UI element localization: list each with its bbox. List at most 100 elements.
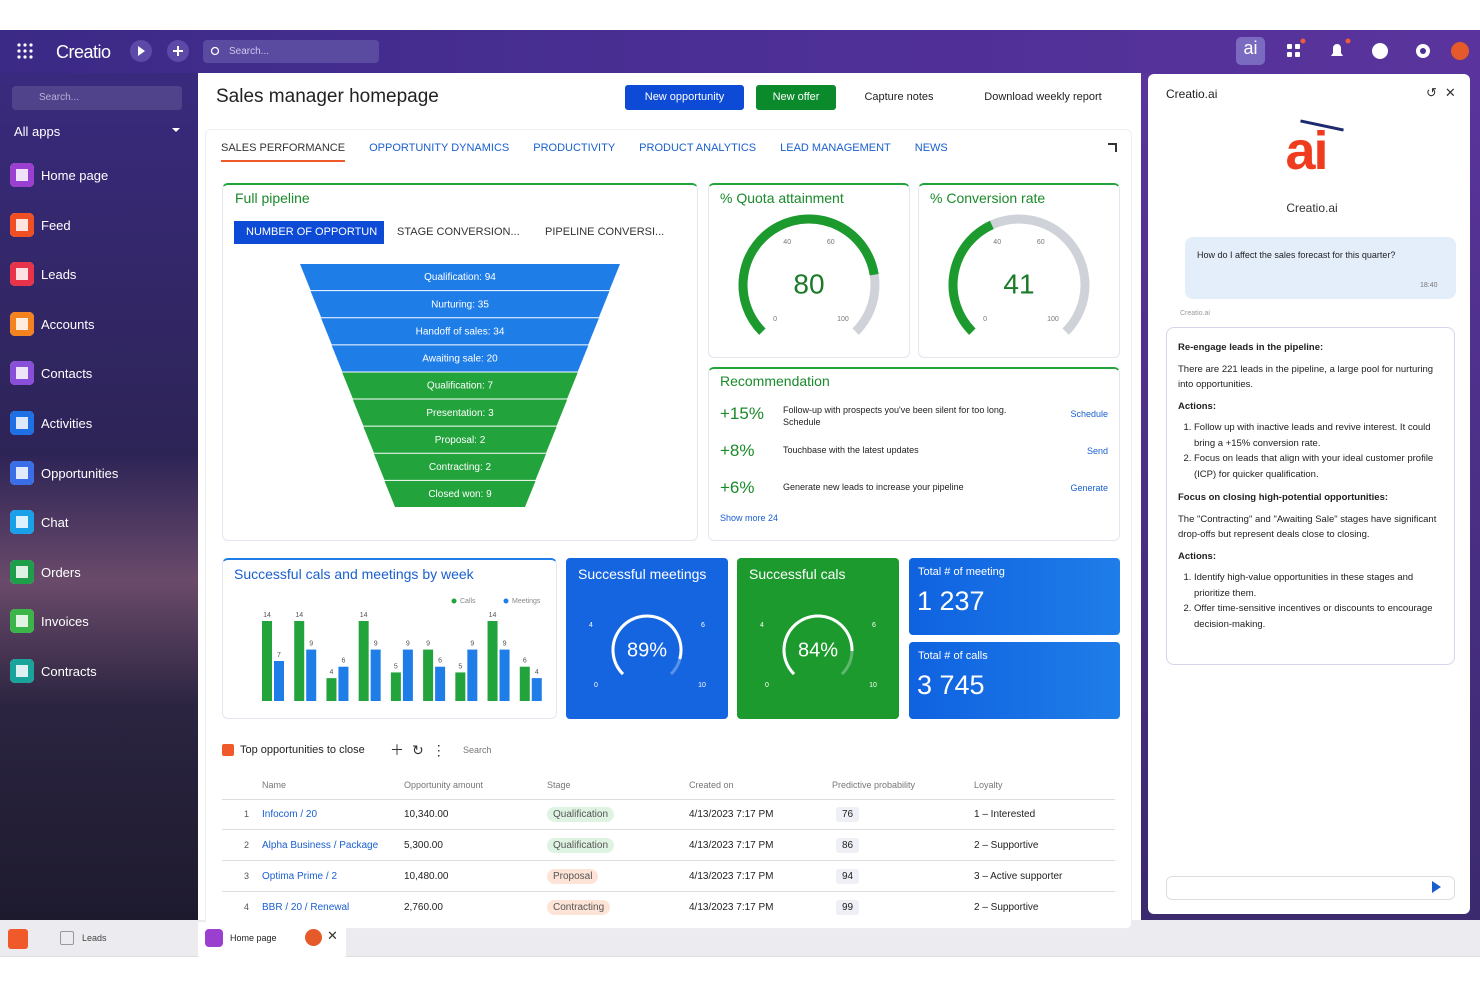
total-title: Total # of meeting <box>918 566 1005 578</box>
app-label[interactable]: Opportunities <box>41 465 119 481</box>
rec-action[interactable]: Send <box>1086 446 1108 456</box>
ai-controls[interactable]: ↺✕ <box>1426 85 1464 100</box>
rec-action[interactable]: Generate <box>1070 483 1108 493</box>
bar-label: 6 <box>341 658 345 665</box>
apps-icon[interactable] <box>1287 44 1300 57</box>
card-title: Full pipeline <box>235 190 310 206</box>
taskbar-icon <box>205 929 223 947</box>
app-icon[interactable] <box>10 559 34 584</box>
loyalty: 1 – Interested <box>974 809 1036 820</box>
app-icon[interactable] <box>10 411 34 435</box>
app-icon[interactable] <box>10 609 34 634</box>
pipeline-tab[interactable]: STAGE CONVERSION... <box>397 226 520 238</box>
app-label[interactable]: Contracts <box>41 664 97 679</box>
app-label[interactable]: Accounts <box>41 316 95 332</box>
app-icon[interactable] <box>10 361 34 386</box>
taskbar-close[interactable]: ✕ <box>327 928 338 943</box>
app-label[interactable]: Home page <box>41 168 109 183</box>
app-label[interactable]: Invoices <box>41 614 89 630</box>
rec-text: Generate new leads to increase your pipe… <box>783 482 964 492</box>
app-label[interactable]: Activities <box>41 416 93 431</box>
question-bubble <box>1185 237 1456 299</box>
app-label[interactable]: Chat <box>41 515 69 531</box>
card-title: Recommendation <box>720 373 830 389</box>
tab[interactable]: NEWS <box>914 142 948 154</box>
apps-grid[interactable] <box>17 43 33 59</box>
header-button[interactable]: Capture notes <box>864 91 934 103</box>
gauge-tick: 4 <box>760 622 764 629</box>
table-tools[interactable]: ＋↻⋮ <box>390 742 454 758</box>
tab[interactable]: LEAD MANAGEMENT <box>780 142 891 154</box>
avatar[interactable] <box>1451 42 1469 60</box>
amount: 10,480.00 <box>404 871 449 882</box>
opportunity-link[interactable]: BBR / 20 / Renewal <box>262 902 350 913</box>
gauge-tick: 100 <box>1047 316 1059 323</box>
table-search[interactable]: Search <box>463 745 492 755</box>
column-header: Created on <box>689 780 734 790</box>
tab[interactable]: PRODUCTIVITY <box>533 142 616 154</box>
show-more[interactable]: Show more 24 <box>720 513 779 523</box>
app-icon[interactable] <box>10 510 34 535</box>
legend-label: Calls <box>460 598 476 605</box>
rec-text: Follow-up with prospects you've been sil… <box>783 405 1007 427</box>
metric-tile <box>737 558 899 719</box>
rec-change: +8% <box>720 441 755 460</box>
metric-tile <box>566 558 728 719</box>
send-button[interactable] <box>1432 881 1447 893</box>
sidebar-search[interactable] <box>12 86 182 110</box>
bar-chart: Calls Meetings 14 14 4 14 5 9 5 14 6 7 9 6 9 9 6 9 9 4 <box>262 598 542 701</box>
bar-label: 6 <box>438 658 442 665</box>
tabs: SALES PERFORMANCE OPPORTUNITY DYNAMICS PRO… <box>221 142 948 162</box>
help-icon[interactable] <box>1372 43 1388 59</box>
search-box[interactable] <box>203 40 379 63</box>
tab[interactable]: SALES PERFORMANCE <box>221 142 346 162</box>
funnel-stage <box>363 426 557 453</box>
app-icon[interactable] <box>10 311 34 336</box>
chat-input[interactable] <box>1166 876 1455 900</box>
app-label[interactable]: Leads <box>41 267 77 283</box>
pipeline-tab[interactable]: NUMBER OF OPPORTUN <box>234 221 384 244</box>
taskbar-label[interactable]: Home page <box>230 933 277 943</box>
gauge-tick: 6 <box>872 622 876 629</box>
app-icon[interactable] <box>10 460 34 485</box>
stage-pill: Qualification <box>547 807 615 822</box>
taskbar-logo[interactable] <box>8 929 28 949</box>
answer-list: Follow up with inactive leads and revive… <box>1178 420 1443 482</box>
opportunity-link[interactable]: Optima Prime / 2 <box>262 871 338 882</box>
header-button[interactable]: New offer <box>756 85 836 110</box>
ai-button-label: ai <box>1243 38 1258 58</box>
app-label[interactable]: Feed <box>41 217 71 233</box>
app-label[interactable]: Orders <box>41 564 81 580</box>
app-icon[interactable] <box>10 163 34 187</box>
rec-action[interactable]: Schedule <box>1070 409 1108 419</box>
header-button[interactable]: Download weekly report <box>984 91 1102 103</box>
app-icon[interactable] <box>10 262 34 287</box>
app-icon[interactable] <box>10 659 34 683</box>
expand-icon[interactable] <box>1108 143 1117 152</box>
answer-item: Identify high-value opportunities in the… <box>1194 570 1443 601</box>
gauge-tick: 100 <box>837 316 849 323</box>
app-icon[interactable] <box>10 212 34 237</box>
ai-button[interactable] <box>1236 37 1265 65</box>
opportunity-link[interactable]: Infocom / 20 <box>262 809 318 820</box>
bar-label: 9 <box>406 640 410 647</box>
bar-label: 9 <box>503 640 507 647</box>
gauge-value <box>611 614 683 676</box>
bar-label: 14 <box>360 612 368 619</box>
answer-item: Follow up with inactive leads and revive… <box>1194 420 1443 451</box>
header-button[interactable]: New opportunity <box>625 85 744 110</box>
tab[interactable]: PRODUCT ANALYTICS <box>639 142 757 154</box>
bell-icon[interactable] <box>1331 44 1343 56</box>
brand: Creatio <box>56 42 111 62</box>
taskbar-label[interactable]: Leads <box>82 933 107 943</box>
chart-title: Successful cals and meetings by week <box>234 566 474 582</box>
opportunity-link[interactable]: Alpha Business / Package <box>262 840 379 851</box>
tab[interactable]: OPPORTUNITY DYNAMICS <box>369 142 510 154</box>
bar-label: 5 <box>458 663 462 670</box>
funnel-stage <box>331 345 589 372</box>
ai-logo-name: Creatio.ai <box>1286 201 1338 215</box>
bar <box>306 649 317 701</box>
pipeline-tab[interactable]: PIPELINE CONVERSI... <box>545 226 665 238</box>
app-label[interactable]: Contacts <box>41 366 93 382</box>
